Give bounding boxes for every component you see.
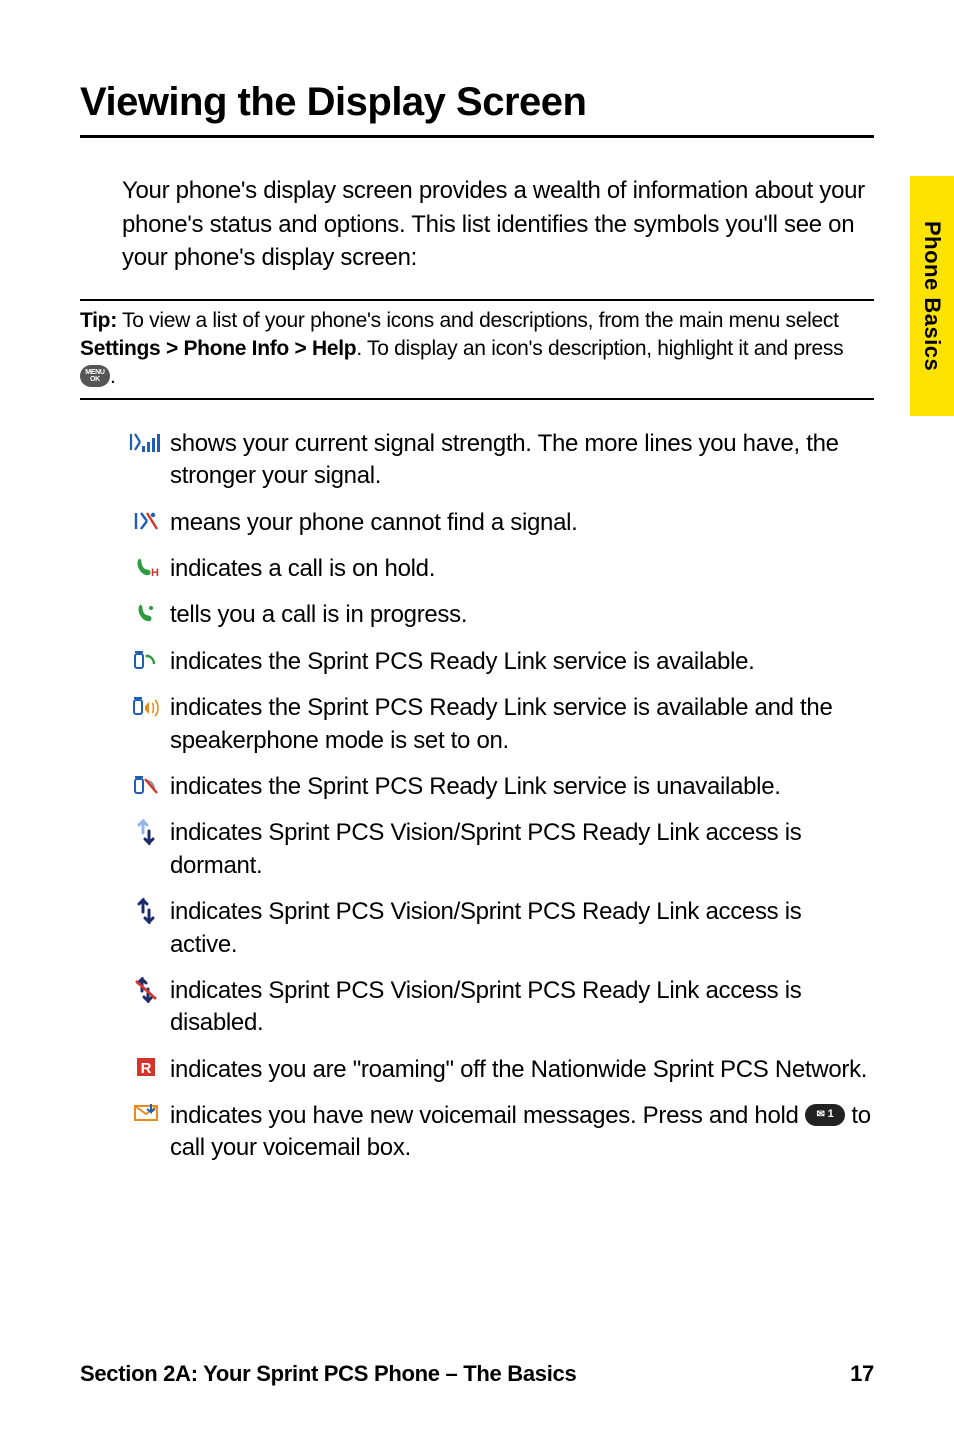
footer-section: Section 2A: Your Sprint PCS Phone – The … bbox=[80, 1361, 576, 1387]
intro-paragraph: Your phone's display screen provides a w… bbox=[122, 174, 874, 275]
item-text: indicates a call is on hold. bbox=[170, 553, 874, 585]
list-item: means your phone cannot find a signal. bbox=[122, 507, 874, 539]
item-text: means your phone cannot find a signal. bbox=[170, 507, 874, 539]
svg-text:R: R bbox=[141, 1060, 152, 1077]
list-item: indicates the Sprint PCS Ready Link serv… bbox=[122, 771, 874, 803]
page-title: Viewing the Display Screen bbox=[80, 80, 874, 125]
list-item: R indicates you are "roaming" off the Na… bbox=[122, 1054, 874, 1086]
readylink-speaker-icon bbox=[122, 692, 170, 718]
list-item: indicates the Sprint PCS Ready Link serv… bbox=[122, 692, 874, 757]
key-1-button-icon: ✉1 bbox=[805, 1104, 845, 1126]
vision-active-icon bbox=[122, 896, 170, 924]
side-tab: Phone Basics bbox=[910, 176, 954, 416]
item-text: indicates the Sprint PCS Ready Link serv… bbox=[170, 771, 874, 803]
footer-page-number: 17 bbox=[850, 1361, 874, 1387]
list-item: H indicates a call is on hold. bbox=[122, 553, 874, 585]
tip-body-mid: . To display an icon's description, high… bbox=[356, 337, 843, 360]
item-text: indicates you are "roaming" off the Nati… bbox=[170, 1054, 874, 1086]
item-text: indicates Sprint PCS Vision/Sprint PCS R… bbox=[170, 975, 874, 1040]
call-active-icon bbox=[122, 599, 170, 625]
list-item: shows your current signal strength. The … bbox=[122, 428, 874, 493]
list-item: tells you a call is in progress. bbox=[122, 599, 874, 631]
list-item: indicates Sprint PCS Vision/Sprint PCS R… bbox=[122, 896, 874, 961]
item-text: indicates the Sprint PCS Ready Link serv… bbox=[170, 646, 874, 678]
item-text: indicates you have new voicemail message… bbox=[170, 1100, 874, 1165]
tip-body-after: . bbox=[110, 365, 116, 388]
tip-label: Tip: bbox=[80, 309, 117, 332]
vision-disabled-icon bbox=[122, 975, 170, 1003]
tip-paragraph: Tip: To view a list of your phone's icon… bbox=[80, 307, 874, 392]
list-item: indicates Sprint PCS Vision/Sprint PCS R… bbox=[122, 817, 874, 882]
title-rule bbox=[80, 135, 874, 138]
item-text: tells you a call is in progress. bbox=[170, 599, 874, 631]
call-hold-icon: H bbox=[122, 553, 170, 579]
item-text: shows your current signal strength. The … bbox=[170, 428, 874, 493]
tip-path: Settings > Phone Info > Help bbox=[80, 337, 356, 360]
tip-bottom-rule bbox=[80, 398, 874, 400]
readylink-unavail-icon bbox=[122, 771, 170, 797]
list-item: indicates the Sprint PCS Ready Link serv… bbox=[122, 646, 874, 678]
side-tab-label: Phone Basics bbox=[919, 221, 945, 371]
item-text: indicates Sprint PCS Vision/Sprint PCS R… bbox=[170, 817, 874, 882]
voicemail-icon bbox=[122, 1100, 170, 1124]
roaming-icon: R bbox=[122, 1054, 170, 1078]
icon-list: shows your current signal strength. The … bbox=[122, 428, 874, 1165]
page-footer: Section 2A: Your Sprint PCS Phone – The … bbox=[80, 1361, 874, 1387]
item-text: indicates Sprint PCS Vision/Sprint PCS R… bbox=[170, 896, 874, 961]
list-item: indicates Sprint PCS Vision/Sprint PCS R… bbox=[122, 975, 874, 1040]
item-text: indicates the Sprint PCS Ready Link serv… bbox=[170, 692, 874, 757]
readylink-avail-icon bbox=[122, 646, 170, 672]
signal-bars-icon bbox=[122, 428, 170, 454]
list-item: indicates you have new voicemail message… bbox=[122, 1100, 874, 1165]
tip-body-before: To view a list of your phone's icons and… bbox=[122, 309, 839, 332]
tip-top-rule bbox=[80, 299, 874, 301]
svg-text:H: H bbox=[151, 567, 159, 579]
page: Viewing the Display Screen Your phone's … bbox=[0, 0, 954, 1431]
vision-dormant-icon bbox=[122, 817, 170, 845]
voicemail-text-before: indicates you have new voicemail message… bbox=[170, 1102, 805, 1129]
menu-ok-button-icon: MENUOK bbox=[80, 365, 110, 387]
no-signal-icon bbox=[122, 507, 170, 533]
